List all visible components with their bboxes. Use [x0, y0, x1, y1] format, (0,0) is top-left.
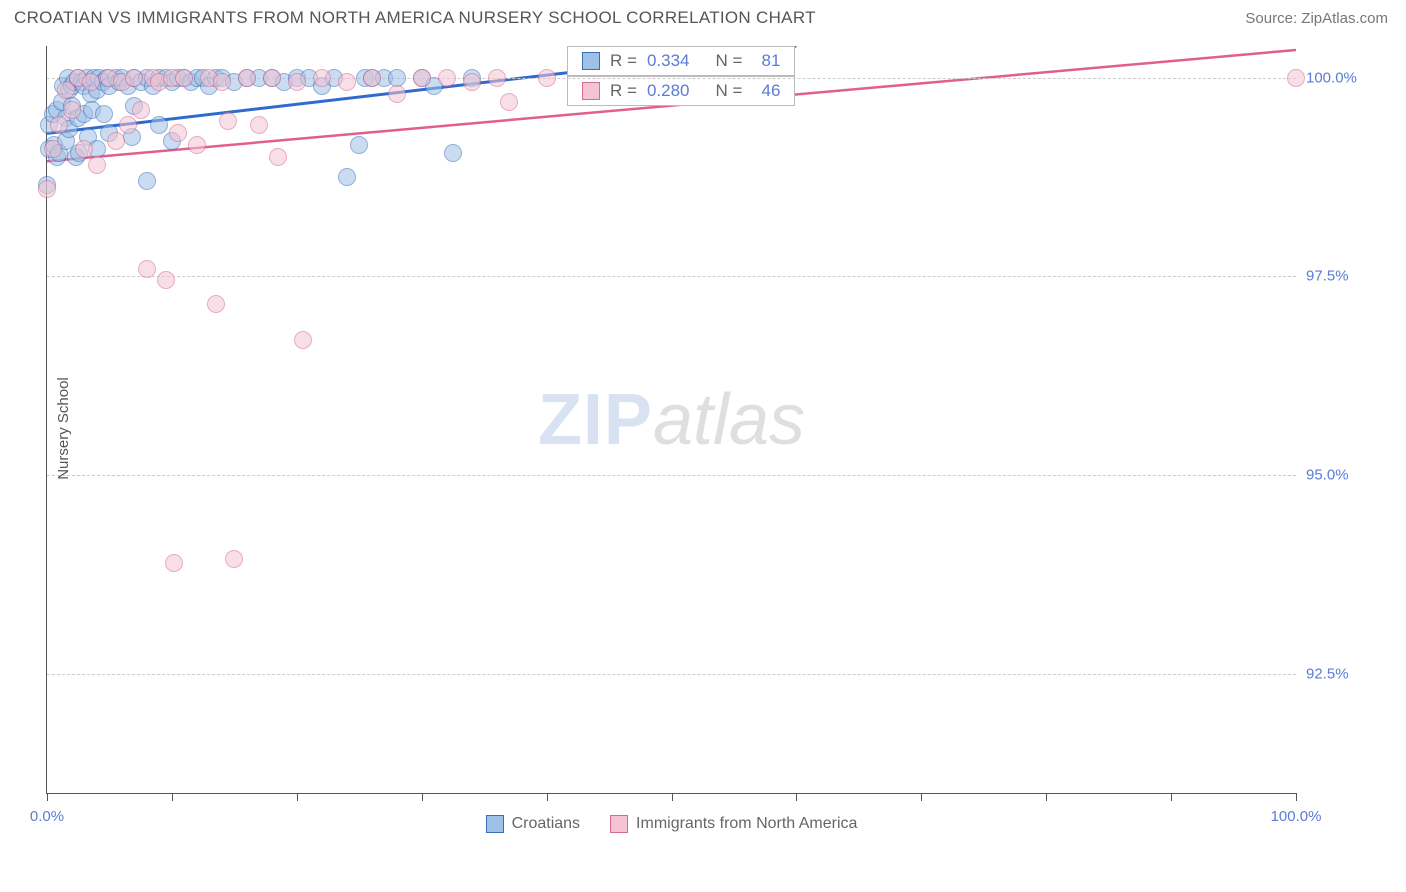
data-point-immigrants: [38, 180, 56, 198]
data-point-immigrants: [488, 69, 506, 87]
x-tick: [1171, 793, 1172, 801]
r-value-croatians: 0.334: [647, 51, 690, 71]
y-tick-label: 95.0%: [1306, 467, 1386, 484]
data-point-immigrants: [157, 271, 175, 289]
stats-box-immigrants: R = 0.280 N = 46: [567, 76, 795, 106]
y-tick-label: 97.5%: [1306, 268, 1386, 285]
watermark: ZIPatlas: [538, 379, 805, 461]
data-point-immigrants: [363, 69, 381, 87]
data-point-immigrants: [132, 101, 150, 119]
data-point-immigrants: [219, 112, 237, 130]
stats-box-croatians: R = 0.334 N = 81: [567, 46, 795, 76]
data-point-immigrants: [75, 140, 93, 158]
gridline: [47, 475, 1296, 476]
x-tick: [796, 793, 797, 801]
x-tick: [422, 793, 423, 801]
data-point-croatians: [95, 105, 113, 123]
data-point-immigrants: [250, 116, 268, 134]
data-point-immigrants: [107, 132, 125, 150]
legend-label-immigrants: Immigrants from North America: [636, 815, 857, 833]
y-tick-label: 100.0%: [1306, 69, 1386, 86]
data-point-immigrants: [63, 101, 81, 119]
gridline: [47, 276, 1296, 277]
data-point-immigrants: [169, 124, 187, 142]
swatch-croatians: [486, 815, 504, 833]
x-tick: [297, 793, 298, 801]
stats-swatch-immigrants: [582, 82, 600, 100]
data-point-immigrants: [500, 93, 518, 111]
n-value-croatians: 81: [752, 51, 780, 71]
data-point-immigrants: [125, 69, 143, 87]
data-point-immigrants: [207, 295, 225, 313]
r-value-immigrants: 0.280: [647, 81, 690, 101]
watermark-left: ZIP: [538, 380, 653, 460]
data-point-croatians: [338, 168, 356, 186]
data-point-immigrants: [50, 116, 68, 134]
stats-swatch-croatians: [582, 52, 600, 70]
watermark-right: atlas: [653, 380, 805, 460]
data-point-immigrants: [388, 85, 406, 103]
x-tick: [47, 793, 48, 801]
data-point-immigrants: [269, 148, 287, 166]
data-point-immigrants: [175, 69, 193, 87]
data-point-immigrants: [88, 156, 106, 174]
scatter-chart: ZIPatlas Croatians Immigrants from North…: [46, 46, 1296, 794]
x-tick-label: 0.0%: [30, 808, 64, 825]
chart-title: CROATIAN VS IMMIGRANTS FROM NORTH AMERIC…: [14, 8, 816, 28]
data-point-croatians: [150, 116, 168, 134]
data-point-croatians: [350, 136, 368, 154]
data-point-croatians: [444, 144, 462, 162]
data-point-immigrants: [225, 550, 243, 568]
legend-item-croatians: Croatians: [486, 815, 580, 833]
n-label: N =: [715, 51, 742, 71]
data-point-immigrants: [1287, 69, 1305, 87]
data-point-immigrants: [463, 73, 481, 91]
data-point-immigrants: [294, 331, 312, 349]
data-point-immigrants: [263, 69, 281, 87]
r-label: R =: [610, 81, 637, 101]
source-value: ZipAtlas.com: [1301, 10, 1388, 27]
y-tick-label: 92.5%: [1306, 665, 1386, 682]
x-tick: [672, 793, 673, 801]
x-tick: [921, 793, 922, 801]
data-point-immigrants: [44, 140, 62, 158]
n-value-immigrants: 46: [752, 81, 780, 101]
data-point-immigrants: [82, 73, 100, 91]
legend-item-immigrants: Immigrants from North America: [610, 815, 857, 833]
data-point-immigrants: [538, 69, 556, 87]
x-tick: [172, 793, 173, 801]
x-tick-label: 100.0%: [1271, 808, 1322, 825]
data-point-immigrants: [188, 136, 206, 154]
data-point-immigrants: [119, 116, 137, 134]
x-tick: [1046, 793, 1047, 801]
trend-lines: [47, 46, 1296, 793]
legend-label-croatians: Croatians: [512, 815, 580, 833]
data-point-immigrants: [438, 69, 456, 87]
data-point-immigrants: [313, 69, 331, 87]
n-label: N =: [715, 81, 742, 101]
r-label: R =: [610, 51, 637, 71]
source-prefix: Source:: [1245, 10, 1301, 27]
data-point-immigrants: [238, 69, 256, 87]
data-point-immigrants: [413, 69, 431, 87]
x-tick: [547, 793, 548, 801]
legend: Croatians Immigrants from North America: [47, 815, 1296, 833]
data-point-immigrants: [288, 73, 306, 91]
x-tick: [1296, 793, 1297, 801]
swatch-immigrants: [610, 815, 628, 833]
data-point-immigrants: [213, 73, 231, 91]
gridline: [47, 674, 1296, 675]
header: CROATIAN VS IMMIGRANTS FROM NORTH AMERIC…: [0, 0, 1406, 34]
data-point-croatians: [138, 172, 156, 190]
data-point-immigrants: [165, 554, 183, 572]
source-attribution: Source: ZipAtlas.com: [1245, 10, 1388, 27]
data-point-immigrants: [338, 73, 356, 91]
data-point-immigrants: [138, 260, 156, 278]
